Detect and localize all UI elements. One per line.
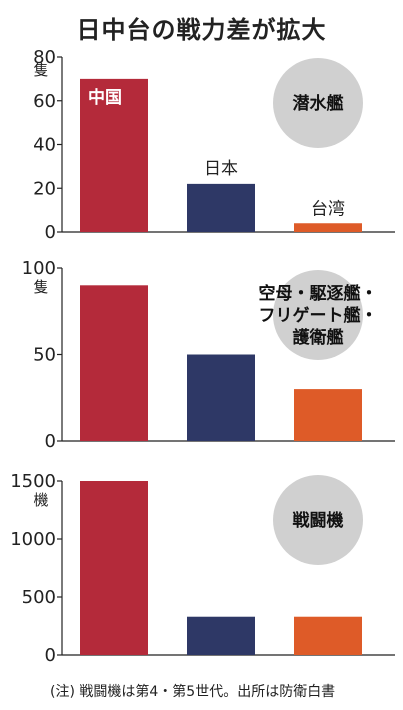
y-tick-label: 0 [45, 645, 56, 666]
y-tick-label: 100 [22, 258, 56, 279]
bar-china [80, 481, 148, 655]
badge-circle [273, 475, 363, 565]
y-tick-label: 50 [33, 345, 56, 366]
bar-china [80, 285, 148, 441]
chart-title: 日中台の戦力差が拡大 [76, 16, 327, 44]
panel-title: 空母・駆逐艦・ [259, 283, 378, 304]
y-tick-label: 1000 [10, 529, 56, 550]
y-tick-label: 0 [45, 222, 56, 243]
y-tick-label: 80 [33, 47, 56, 68]
footnote: (注) 戦闘機は第4・第5世代。出所は防衛白書 [50, 684, 336, 700]
bar-japan [187, 616, 255, 655]
y-tick-label: 40 [33, 135, 56, 156]
y-tick-label: 1500 [10, 471, 56, 492]
panel-title: 潜水艦 [293, 93, 344, 114]
y-tick-label: 60 [33, 91, 56, 112]
bar-taiwan [294, 223, 362, 232]
category-label-china: 中国 [88, 87, 122, 108]
y-tick-label: 0 [45, 431, 56, 452]
bar-taiwan [294, 616, 362, 655]
y-tick-label: 500 [22, 587, 56, 608]
panel-title: 護衛艦 [293, 327, 344, 348]
bar-taiwan [294, 389, 362, 441]
y-unit-label: 隻 [33, 278, 48, 296]
y-tick-label: 20 [33, 178, 56, 199]
category-label-taiwan: 台湾 [311, 199, 345, 219]
bar-japan [187, 354, 255, 441]
badge-circle [273, 270, 363, 360]
category-label-japan: 日本 [204, 159, 238, 179]
y-unit-label: 機 [33, 491, 48, 509]
bar-japan [187, 183, 255, 232]
badge-circle [273, 58, 363, 148]
y-unit-label: 隻 [33, 61, 48, 79]
bar-china [80, 78, 148, 232]
panel-title: フリゲート艦・ [259, 305, 378, 326]
panel-title: 戦闘機 [293, 510, 344, 531]
